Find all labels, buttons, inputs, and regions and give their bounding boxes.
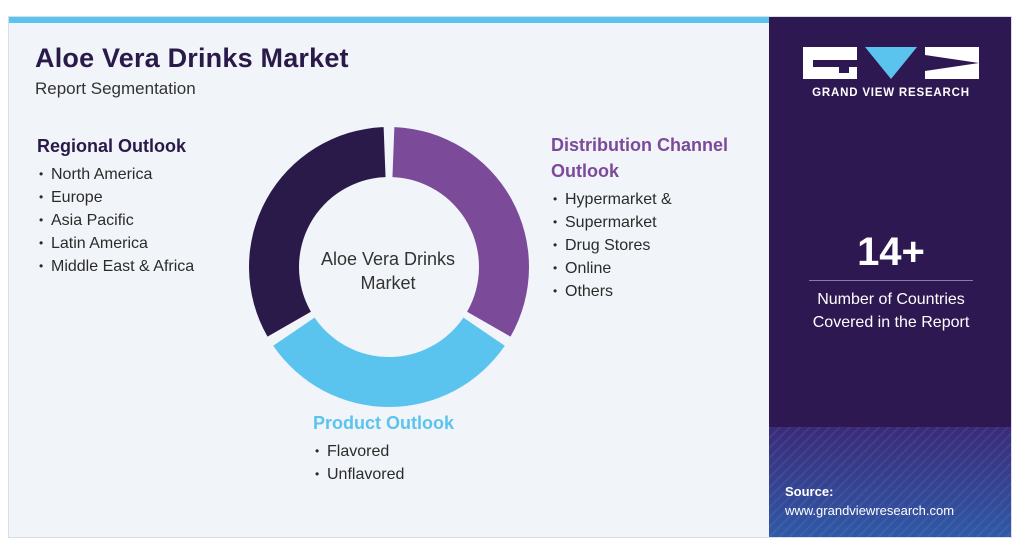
countries-stat-value: 14+ — [857, 230, 925, 274]
grand-view-research-logo — [803, 47, 979, 79]
list-item: Drug Stores — [551, 234, 771, 257]
page-title: Aloe Vera Drinks Market — [35, 43, 349, 73]
stat-caption-line1: Number of Countries — [817, 291, 965, 308]
donut-center-label: Aloe Vera Drinks Market — [301, 247, 475, 295]
list-item: Hypermarket & — [551, 188, 771, 211]
donut-segment-distribution — [392, 127, 529, 337]
donut-segment-product — [273, 317, 505, 407]
product-outlook-list: Flavored Unflavored — [313, 440, 454, 486]
center-label-line2: Market — [360, 273, 416, 293]
regional-outlook-list: North America Europe Asia Pacific Latin … — [37, 163, 194, 278]
product-outlook-section: Product Outlook Flavored Unflavored — [313, 410, 454, 486]
list-item: Online — [551, 257, 771, 280]
source-credit: Source: www.grandviewresearch.com — [785, 482, 954, 520]
list-item: Asia Pacific — [37, 209, 194, 232]
distribution-title-line2: Outlook — [551, 161, 619, 181]
regional-outlook-title: Regional Outlook — [37, 136, 187, 156]
list-item: Europe — [37, 186, 194, 209]
product-outlook-title: Product Outlook — [313, 413, 454, 433]
distribution-channel-section: Distribution Channel Outlook Hypermarket… — [551, 132, 771, 303]
distribution-title-line1: Distribution Channel — [551, 135, 728, 155]
source-url: www.grandviewresearch.com — [785, 503, 955, 518]
regional-outlook-section: Regional Outlook North America Europe As… — [37, 133, 194, 278]
list-item: Unflavored — [313, 463, 454, 486]
stat-caption-line2: Covered in the Report — [812, 314, 970, 331]
list-item-continuation: Supermarket — [551, 211, 771, 234]
donut-segment-regional — [249, 127, 386, 337]
infographic-card: Aloe Vera Drinks Market Report Segmentat… — [8, 16, 1012, 538]
list-item: Latin America — [37, 232, 194, 255]
segmentation-donut — [249, 127, 529, 407]
list-item: Middle East & Africa — [37, 255, 194, 278]
top-accent-bar — [9, 17, 769, 23]
decorative-pattern — [769, 427, 1011, 537]
list-item: North America — [37, 163, 194, 186]
sidebar-panel: GRAND VIEW RESEARCH 14+ Number of Countr… — [769, 17, 1011, 537]
page-subtitle: Report Segmentation — [35, 79, 196, 98]
list-item: Others — [551, 280, 771, 303]
list-item: Flavored — [313, 440, 454, 463]
source-label: Source: — [785, 484, 834, 499]
countries-stat-caption: Number of Countries Covered in the Repor… — [769, 288, 1011, 334]
center-label-line1: Aloe Vera Drinks — [320, 249, 456, 269]
stat-divider — [809, 280, 973, 281]
distribution-channel-list: Hypermarket & Supermarket Drug Stores On… — [551, 188, 771, 303]
brand-name: GRAND VIEW RESEARCH — [812, 87, 970, 99]
